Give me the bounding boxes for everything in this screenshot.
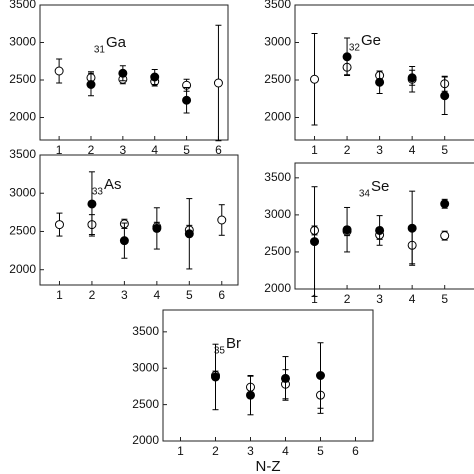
- x-tick-label: 5: [183, 143, 190, 157]
- y-tick-label: 2500: [264, 72, 291, 86]
- x-tick-label: 5: [186, 288, 193, 302]
- point: [152, 223, 162, 233]
- point: [118, 68, 128, 78]
- y-tick-label: 2500: [264, 244, 291, 258]
- point: [246, 390, 255, 400]
- y-tick-label: 3000: [264, 35, 291, 49]
- panel-subscript: 35: [214, 346, 226, 357]
- point: [54, 66, 64, 76]
- x-tick-label: 3: [376, 143, 383, 157]
- point: [440, 199, 450, 209]
- plot-frame: [162, 309, 374, 442]
- x-tick-label: 2: [344, 292, 351, 306]
- x-tick-label: 3: [120, 143, 127, 157]
- point: [86, 80, 96, 89]
- point: [440, 91, 450, 101]
- x-tick-label: 4: [409, 292, 416, 306]
- y-tick-label: 3500: [264, 0, 291, 11]
- x-tick-label: 3: [376, 292, 383, 306]
- y-tick-label: 3000: [132, 360, 159, 374]
- point: [310, 74, 320, 84]
- x-tick-label: 2: [89, 288, 96, 302]
- y-tick-label: 3000: [264, 207, 291, 221]
- point: [342, 52, 352, 62]
- point: [54, 220, 64, 230]
- y-tick-label: 3500: [9, 147, 36, 161]
- x-tick-label: 2: [344, 143, 351, 157]
- y-tick-label: 3000: [9, 35, 36, 49]
- x-tick-label: 2: [212, 444, 219, 458]
- plot-frame: [39, 4, 229, 141]
- point: [87, 199, 97, 209]
- y-tick-label: 2000: [9, 110, 36, 124]
- y-tick-label: 2500: [132, 397, 159, 411]
- point: [407, 223, 417, 233]
- panel-title: Se: [371, 178, 389, 195]
- panel-subscript: 33: [92, 187, 104, 198]
- point: [119, 236, 129, 246]
- panel-title: Ge: [361, 32, 381, 49]
- point: [375, 225, 385, 235]
- point: [316, 371, 325, 380]
- y-tick-label: 2000: [132, 433, 159, 447]
- panel-subscript: 34: [359, 189, 371, 200]
- point: [310, 237, 320, 247]
- x-tick-label: 4: [282, 444, 289, 458]
- panel-subscript: 32: [349, 43, 361, 54]
- x-tick-label: 5: [317, 444, 324, 458]
- panel-title: As: [104, 176, 122, 193]
- y-tick-label: 2500: [9, 224, 36, 238]
- x-tick-label: 3: [247, 444, 254, 458]
- point: [184, 229, 194, 239]
- x-tick-label: 6: [352, 444, 359, 458]
- point: [211, 372, 220, 382]
- y-tick-label: 3500: [132, 324, 159, 338]
- x-tick-label: 1: [56, 288, 63, 302]
- point: [281, 373, 290, 383]
- y-tick-label: 2000: [264, 281, 291, 295]
- y-tick-label: 3000: [9, 185, 36, 199]
- plot-frame: [294, 162, 474, 290]
- x-tick-label: 3: [121, 288, 128, 302]
- point: [213, 78, 223, 88]
- x-tick-label: 4: [151, 143, 158, 157]
- point: [440, 231, 450, 241]
- y-tick-label: 3500: [264, 170, 291, 184]
- point: [375, 77, 385, 87]
- x-tick-label: 6: [215, 143, 222, 157]
- panel-subscript: 31: [94, 45, 106, 56]
- x-tick-label: 5: [441, 143, 448, 157]
- point: [407, 73, 417, 83]
- point: [182, 95, 192, 105]
- x-tick-label: 5: [441, 292, 448, 306]
- x-tick-label: 4: [154, 288, 161, 302]
- point: [150, 72, 160, 82]
- x-tick-label: 2: [88, 143, 95, 157]
- x-tick-label: 4: [409, 143, 416, 157]
- y-tick-label: 2500: [9, 72, 36, 86]
- x-tick-label: 6: [218, 288, 225, 302]
- point: [217, 215, 227, 225]
- plot-frame: [39, 154, 239, 286]
- x-tick-label: 1: [311, 292, 318, 306]
- x-tick-label: 1: [177, 444, 184, 458]
- y-tick-label: 2000: [9, 262, 36, 276]
- y-tick-label: 3500: [9, 0, 36, 11]
- x-axis-label: N-Z: [256, 458, 281, 474]
- x-tick-label: 1: [311, 143, 318, 157]
- x-tick-label: 1: [56, 143, 63, 157]
- panel-title: Ga: [106, 34, 127, 51]
- plot-frame: [294, 4, 474, 141]
- panel-title: Br: [226, 335, 241, 352]
- point: [342, 225, 352, 235]
- y-tick-label: 2000: [264, 110, 291, 124]
